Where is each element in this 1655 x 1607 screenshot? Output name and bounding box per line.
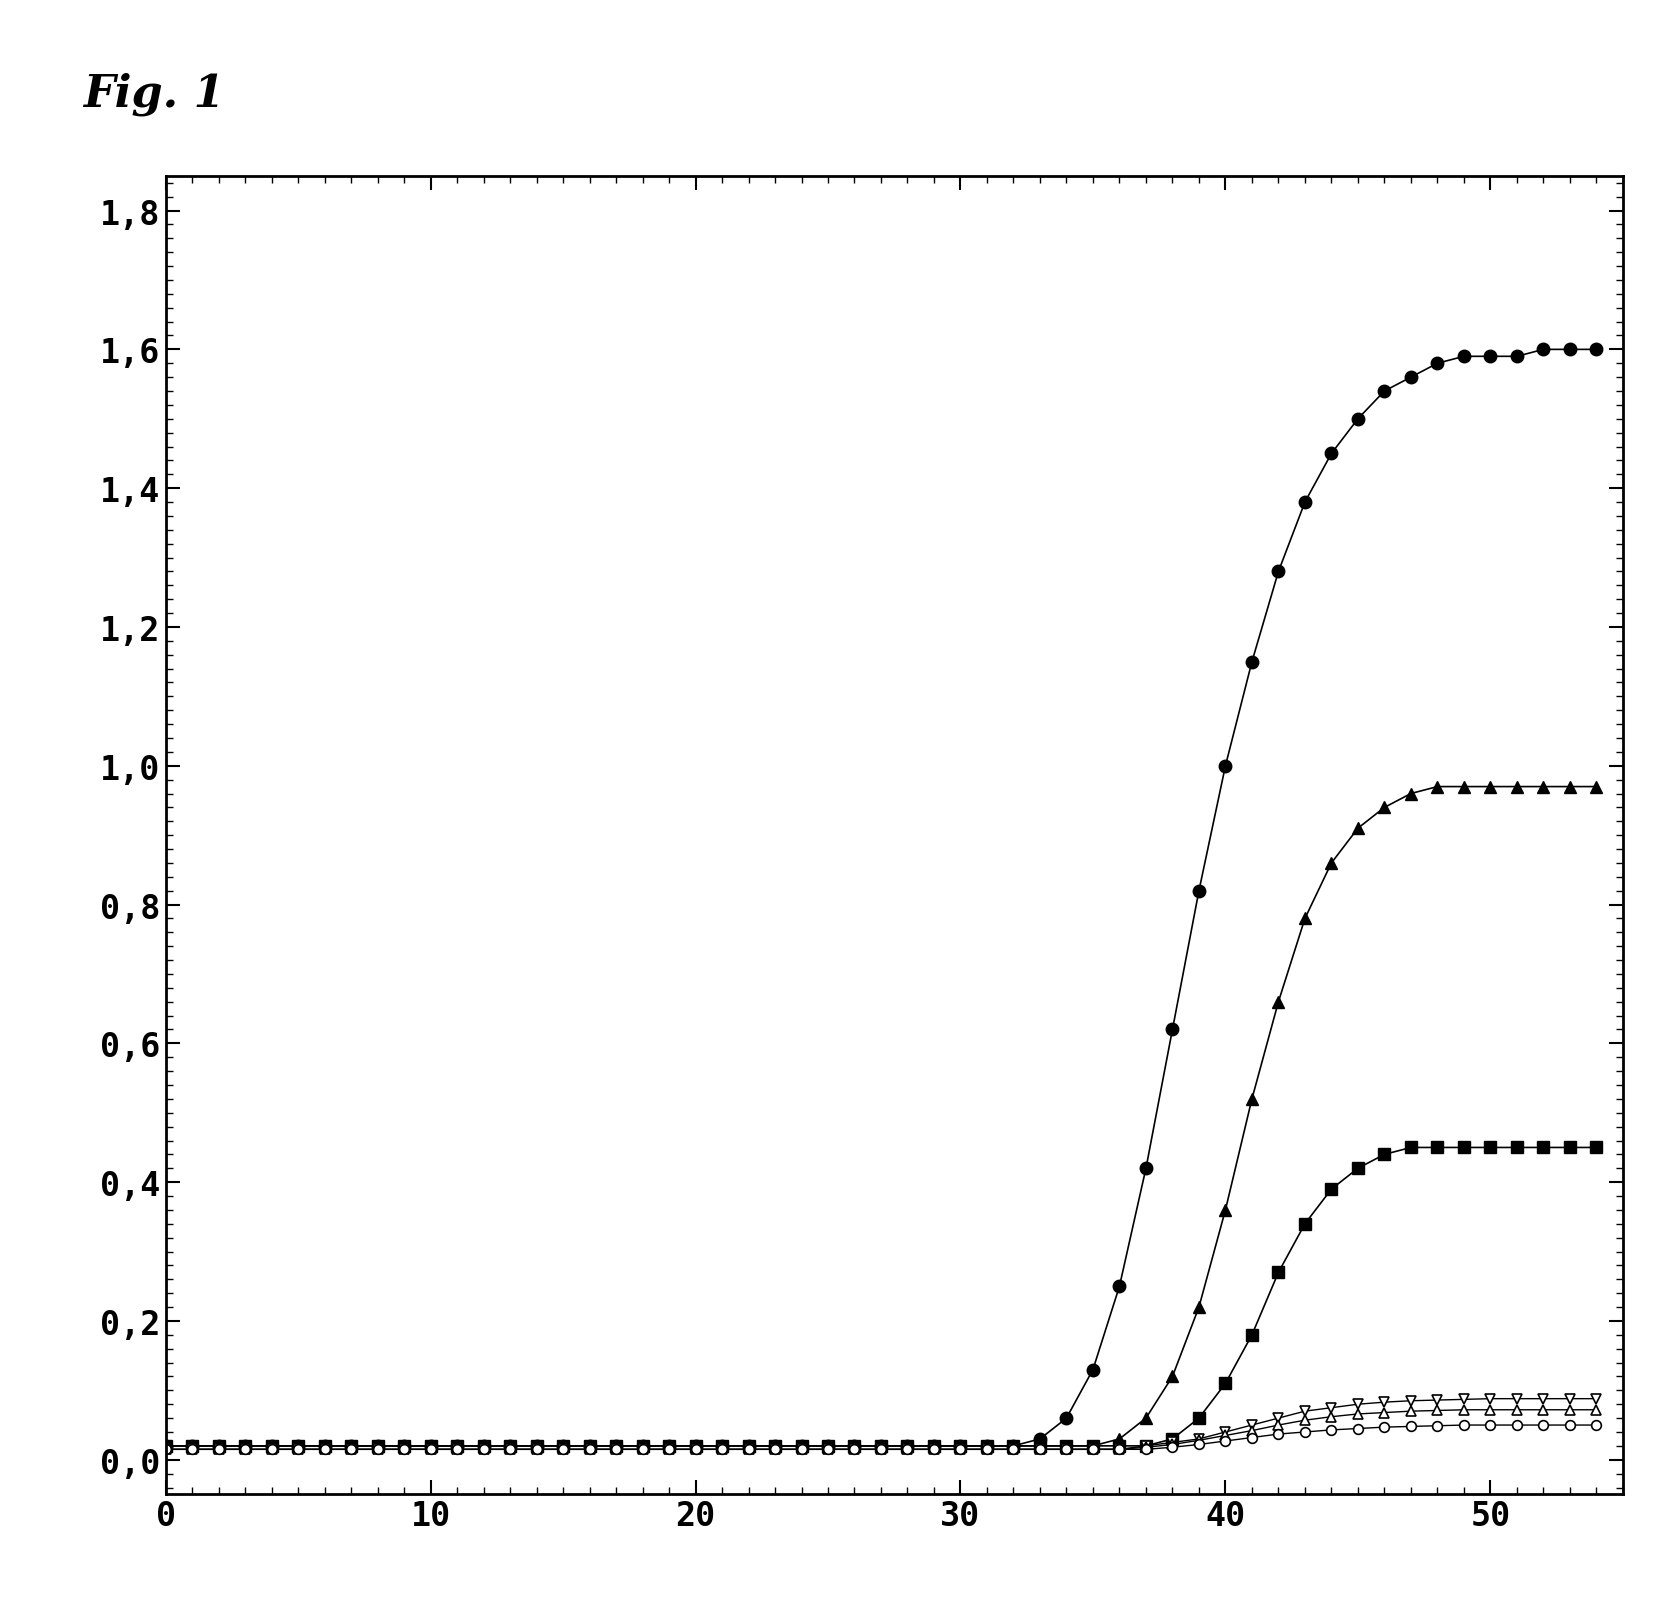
Text: Fig. 1: Fig. 1 [83, 72, 225, 116]
